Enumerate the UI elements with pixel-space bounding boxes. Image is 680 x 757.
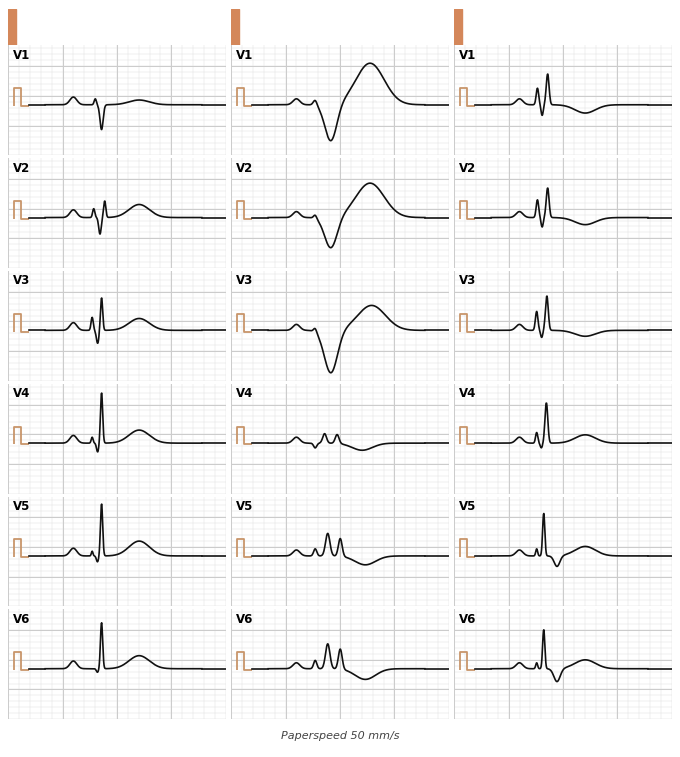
Bar bbox=[231, 9, 239, 45]
Text: V1: V1 bbox=[12, 48, 30, 62]
Text: V4: V4 bbox=[235, 387, 253, 400]
Text: V2: V2 bbox=[235, 161, 253, 175]
Text: V5: V5 bbox=[235, 500, 253, 513]
Text: V2: V2 bbox=[12, 161, 30, 175]
Text: Normal conduction: Normal conduction bbox=[22, 22, 144, 33]
Text: V4: V4 bbox=[12, 387, 30, 400]
Text: Paperspeed 50 mm/s: Paperspeed 50 mm/s bbox=[281, 731, 399, 741]
Text: V2: V2 bbox=[458, 161, 476, 175]
Text: V3: V3 bbox=[458, 274, 476, 288]
Bar bbox=[8, 9, 16, 45]
Text: V4: V4 bbox=[458, 387, 476, 400]
Text: V3: V3 bbox=[12, 274, 30, 288]
Text: V1: V1 bbox=[235, 48, 253, 62]
Text: V6: V6 bbox=[458, 612, 476, 626]
Text: Left bundle branch block: Left bundle branch block bbox=[245, 22, 407, 33]
Text: V1: V1 bbox=[458, 48, 476, 62]
Text: Right bundle branch block: Right bundle branch block bbox=[469, 22, 639, 33]
Text: V5: V5 bbox=[458, 500, 476, 513]
Text: V6: V6 bbox=[12, 612, 30, 626]
Text: V6: V6 bbox=[235, 612, 253, 626]
Bar bbox=[454, 9, 462, 45]
Text: V3: V3 bbox=[235, 274, 253, 288]
Text: V5: V5 bbox=[12, 500, 30, 513]
